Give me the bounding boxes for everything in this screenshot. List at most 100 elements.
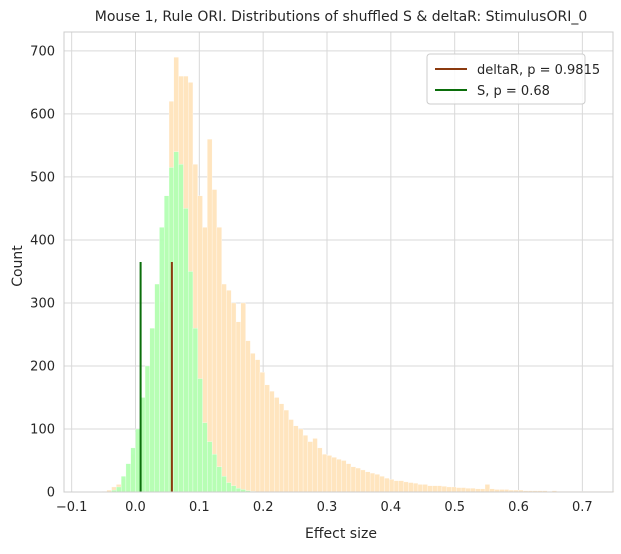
deltaR-hist-bar	[365, 471, 371, 493]
y-tick-label: 400	[30, 233, 55, 248]
deltaR-hist-bar	[413, 483, 419, 493]
histogram-bars	[101, 57, 615, 493]
deltaR-hist-bar	[465, 488, 471, 493]
x-tick-label: 0.0	[125, 500, 146, 515]
deltaR-hist-bar	[398, 480, 404, 493]
S-hist-bar	[183, 208, 189, 493]
deltaR-hist-bar	[350, 466, 356, 493]
deltaR-hist-bar	[255, 359, 261, 493]
y-tick-label: 700	[30, 44, 55, 59]
S-hist-bar	[164, 195, 170, 493]
deltaR-hist-bar	[456, 487, 462, 493]
legend-label-S: S, p = 0.68	[477, 84, 550, 99]
y-tick-label: 100	[30, 422, 55, 437]
deltaR-hist-bar	[374, 474, 380, 493]
deltaR-hist-bar	[312, 438, 318, 493]
S-hist-bar	[231, 485, 237, 493]
S-hist-bar	[125, 463, 131, 493]
y-tick-label: 200	[30, 359, 55, 374]
S-hist-bar	[216, 466, 222, 493]
deltaR-hist-bar	[331, 457, 337, 493]
S-hist-bar	[144, 365, 151, 493]
S-hist-bar	[135, 428, 141, 493]
x-tick-label: 0.5	[444, 500, 465, 515]
deltaR-hist-bar	[451, 486, 457, 493]
deltaR-hist-bar	[484, 484, 490, 493]
x-tick-label: 0.1	[189, 500, 210, 515]
S-hist-bar	[130, 447, 136, 493]
deltaR-hist-bar	[393, 480, 399, 493]
S-hist-bar	[221, 476, 227, 493]
S-hist-bar	[188, 271, 194, 493]
deltaR-hist-bar	[274, 397, 280, 493]
deltaR-hist-bar	[278, 403, 285, 493]
x-tick-labels: −0.1 0.0 0.1 0.2 0.3 0.4 0.5 0.6 0.7	[56, 500, 593, 515]
y-tick-label: 0	[47, 486, 55, 501]
S-hist-bar	[149, 328, 155, 493]
legend-label-deltaR: deltaR, p = 0.9815	[477, 63, 600, 78]
deltaR-hist-bar	[211, 189, 218, 493]
deltaR-hist-bar	[240, 302, 246, 493]
plot-frame	[63, 31, 614, 493]
deltaR-hist-bar	[326, 455, 332, 493]
x-tick-label: 0.3	[317, 500, 338, 515]
S-hist-bar	[116, 486, 122, 493]
S-hist-bar	[154, 283, 160, 493]
x-tick-label: 0.7	[572, 500, 593, 515]
y-tick-label: 600	[30, 107, 55, 122]
deltaR-hist-bar	[250, 353, 256, 493]
deltaR-hist-bar	[369, 472, 376, 493]
deltaR-hist-bar	[336, 459, 342, 493]
S-hist-bar	[159, 227, 165, 493]
y-axis-label: Count	[10, 245, 26, 287]
x-tick-label: 0.2	[253, 500, 274, 515]
deltaR-hist-bar	[360, 469, 366, 493]
deltaR-hist-bar	[446, 486, 452, 493]
deltaR-hist-bar	[288, 419, 294, 493]
deltaR-hist-bar	[293, 425, 299, 493]
deltaR-hist-bar	[307, 441, 313, 493]
deltaR-hist-bar	[298, 428, 304, 493]
deltaR-hist-bar	[226, 290, 232, 493]
x-tick-label: −0.1	[56, 500, 88, 515]
deltaR-hist-bar	[346, 463, 352, 493]
deltaR-hist-bar	[259, 372, 265, 493]
deltaR-hist-bar	[322, 454, 328, 493]
deltaR-hist-bar	[379, 476, 385, 493]
deltaR-hist-bar	[341, 460, 347, 493]
S-hist-bar	[173, 151, 179, 493]
effect-lines	[139, 262, 173, 492]
deltaR-hist-bar	[408, 482, 414, 493]
deltaR-hist-bar	[235, 321, 241, 493]
deltaR-hist-bar	[355, 467, 361, 493]
x-axis-label: Effect size	[305, 526, 377, 542]
S-hist-bar	[235, 488, 241, 493]
S-hist-bar	[207, 441, 213, 493]
y-tick-label: 500	[30, 170, 55, 185]
S-hist-bar	[120, 476, 127, 493]
y-tick-label: 300	[30, 296, 55, 311]
S-hist-bar	[178, 164, 184, 493]
deltaR-hist-bar	[207, 138, 213, 493]
deltaR-hist-bar	[432, 485, 438, 493]
deltaR-hist-bar	[302, 435, 309, 493]
S-hist-bar	[202, 422, 208, 493]
deltaR-hist-bar	[441, 486, 447, 493]
legend: deltaR, p = 0.9815 S, p = 0.68	[426, 53, 600, 105]
chart-title: Mouse 1, Rule ORI. Distributions of shuf…	[95, 9, 588, 25]
S-hist-bar	[197, 378, 203, 493]
deltaR-hist-bar	[470, 488, 476, 493]
deltaR-hist-bar	[221, 283, 227, 493]
legend-box	[426, 53, 586, 105]
deltaR-hist-bar	[384, 477, 390, 493]
x-tick-label: 0.6	[508, 500, 529, 515]
deltaR-hist-bar	[403, 481, 409, 493]
deltaR-hist-bar	[417, 484, 423, 493]
x-tick-label: 0.4	[381, 500, 402, 515]
deltaR-hist-bar	[216, 227, 222, 493]
y-tick-labels: 0 100 200 300 400 500 600 700	[30, 44, 55, 500]
S-hist-bar	[211, 454, 218, 493]
deltaR-hist-bar	[269, 391, 275, 493]
